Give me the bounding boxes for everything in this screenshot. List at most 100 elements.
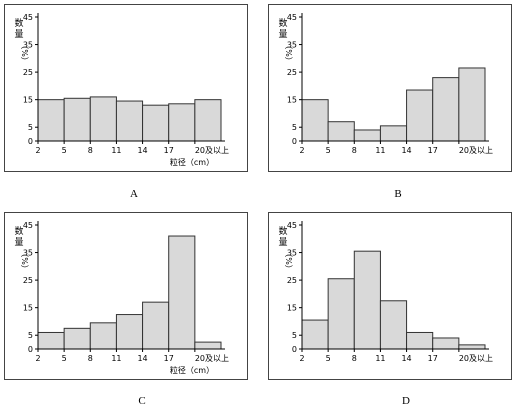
- bar: [194, 99, 222, 142]
- x-tick-label: 17: [428, 354, 438, 363]
- y-tick-label: 35: [23, 249, 33, 258]
- bar: [142, 104, 170, 142]
- y-axis-label: 数: [14, 17, 23, 29]
- bar: [301, 319, 329, 350]
- x-tick-label: 14: [401, 354, 411, 363]
- chart-panel-b: 0 5 15 25 35 45 2 5 8 11 14 17 20及以上数量（%）: [268, 4, 512, 172]
- y-axis-label: 量: [14, 237, 23, 248]
- y-axis-label: 数: [14, 225, 23, 237]
- x-tick-label: 20及以上: [195, 146, 229, 155]
- x-tick-label: 8: [352, 146, 357, 155]
- bar: [432, 77, 460, 142]
- bar: [194, 341, 222, 350]
- chart-panel-c: 0 5 15 25 35 45 2 5 8 11 14 17 20及以上数量（%） 粒径（cm）: [4, 212, 248, 380]
- x-axis-label: 粒径（cm）: [170, 157, 214, 167]
- y-tick-label: 35: [287, 249, 297, 258]
- x-tick-label: 2: [35, 354, 40, 363]
- y-tick-label: 15: [287, 304, 297, 313]
- x-tick-label: 5: [326, 146, 331, 155]
- panel-label-a: A: [130, 188, 138, 200]
- y-tick-label: 35: [287, 41, 297, 50]
- bar: [63, 327, 91, 350]
- x-axis-label: 粒径（cm）: [170, 365, 214, 375]
- y-tick-label: 45: [287, 221, 297, 230]
- y-tick-label: 25: [23, 276, 33, 285]
- x-tick-label: 5: [62, 146, 67, 155]
- bar: [301, 99, 329, 142]
- y-tick-label: 5: [28, 123, 33, 132]
- y-axis-unit-label: （%）: [284, 249, 293, 273]
- x-tick-label: 20及以上: [195, 354, 229, 363]
- y-tick-label: 5: [292, 331, 297, 340]
- bar: [458, 67, 486, 142]
- y-tick-label: 15: [23, 96, 33, 105]
- y-tick-label: 15: [287, 96, 297, 105]
- y-axis-label: 量: [14, 29, 23, 40]
- y-tick-label: 35: [23, 41, 33, 50]
- x-tick-label: 17: [164, 146, 174, 155]
- bar: [432, 337, 460, 350]
- x-tick-label: 11: [375, 354, 385, 363]
- x-tick-label: 14: [137, 354, 147, 363]
- x-tick-label: 11: [111, 146, 121, 155]
- y-axis-unit-label: （%）: [20, 41, 29, 65]
- y-tick-label: 15: [23, 304, 33, 313]
- panel-label-c: C: [138, 395, 146, 407]
- x-tick-label: 20及以上: [459, 354, 493, 363]
- bar: [37, 99, 65, 142]
- bar: [353, 129, 381, 142]
- y-tick-label: 45: [23, 13, 33, 22]
- y-axis-label: 量: [278, 237, 287, 248]
- bar: [63, 97, 91, 142]
- x-tick-label: 14: [401, 146, 411, 155]
- y-tick-label: 25: [287, 276, 297, 285]
- bar: [168, 235, 196, 350]
- x-tick-label: 20及以上: [459, 146, 493, 155]
- panel-label-d: D: [402, 395, 410, 407]
- x-tick-label: 5: [62, 354, 67, 363]
- bar: [168, 103, 196, 142]
- chart-panel-a: 0 5 15 25 35 45 2 5 8 11 14 17 20及以上数量（%） 粒径（cm）: [4, 4, 248, 172]
- y-tick-label: 45: [287, 13, 297, 22]
- x-tick-label: 8: [88, 354, 93, 363]
- y-axis-label: 数: [278, 225, 287, 237]
- x-tick-label: 8: [88, 146, 93, 155]
- chart-panel-d: 0 5 15 25 35 45 2 5 8 11 14 17 20及以上数量（%）: [268, 212, 512, 380]
- bar: [115, 100, 144, 142]
- bar: [89, 96, 117, 142]
- bar: [327, 278, 355, 350]
- panel-label-b: B: [394, 188, 402, 200]
- bar: [115, 314, 144, 350]
- x-tick-label: 2: [299, 354, 304, 363]
- y-tick-label: 25: [287, 68, 297, 77]
- bar: [379, 125, 408, 142]
- x-tick-label: 2: [35, 146, 40, 155]
- x-tick-label: 8: [352, 354, 357, 363]
- x-tick-label: 14: [137, 146, 147, 155]
- x-tick-label: 11: [111, 354, 121, 363]
- y-axis-unit-label: （%）: [20, 249, 29, 273]
- bar: [142, 301, 170, 350]
- bar: [353, 250, 381, 350]
- x-tick-label: 17: [164, 354, 174, 363]
- x-tick-label: 5: [326, 354, 331, 363]
- bar: [406, 331, 434, 350]
- y-axis-label: 量: [278, 29, 287, 40]
- y-axis-label: 数: [278, 17, 287, 29]
- y-tick-label: 0: [28, 345, 33, 354]
- y-tick-label: 0: [292, 345, 297, 354]
- y-tick-label: 5: [292, 123, 297, 132]
- bar: [89, 322, 117, 350]
- bar: [379, 300, 408, 350]
- y-tick-label: 5: [28, 331, 33, 340]
- x-tick-label: 2: [299, 146, 304, 155]
- bar: [406, 89, 434, 142]
- bar: [37, 331, 65, 350]
- x-tick-label: 11: [375, 146, 385, 155]
- y-tick-label: 25: [23, 68, 33, 77]
- bar: [458, 344, 486, 350]
